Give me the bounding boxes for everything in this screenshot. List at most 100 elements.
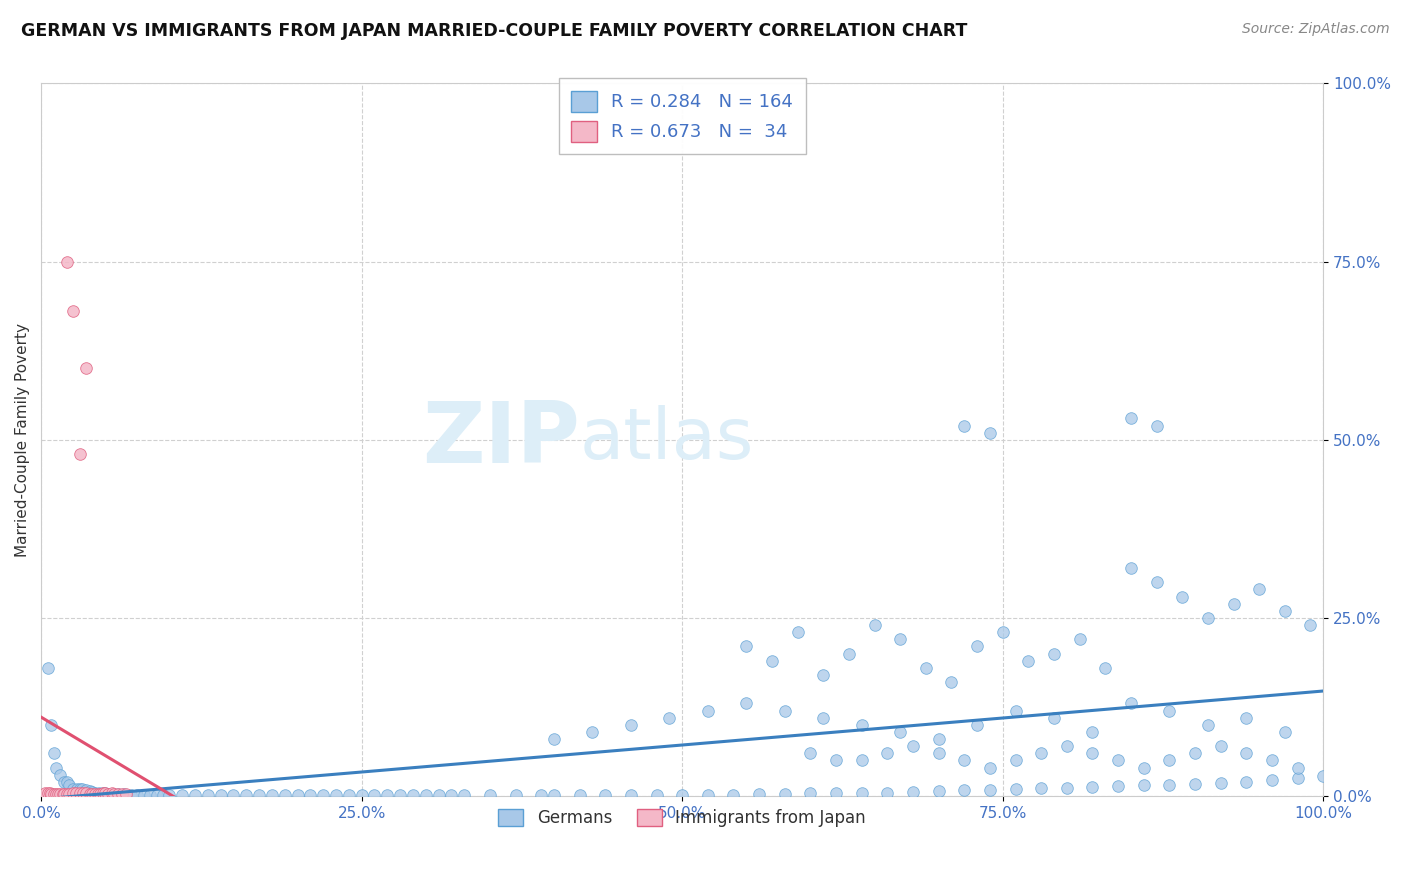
Point: [1081, 747, 1104, 761]
Point: [139, 788, 162, 802]
Point: [82, 787, 104, 801]
Point: [1004, 754, 1026, 768]
Point: [152, 788, 174, 802]
Point: [876, 785, 898, 799]
Point: [581, 725, 603, 739]
Point: [786, 625, 808, 640]
Point: [530, 788, 553, 802]
Point: [53, 787, 76, 801]
Text: atlas: atlas: [579, 405, 754, 475]
Point: [1146, 575, 1168, 590]
Point: [145, 788, 167, 802]
Point: [953, 418, 976, 433]
Point: [1249, 582, 1271, 597]
Point: [97, 787, 120, 801]
Point: [876, 747, 898, 761]
Point: [58, 787, 80, 801]
Point: [1017, 654, 1039, 668]
Point: [1031, 747, 1053, 761]
Point: [1222, 597, 1244, 611]
Point: [260, 788, 283, 802]
Text: ZIP: ZIP: [422, 398, 579, 482]
Point: [107, 787, 129, 801]
Point: [505, 788, 527, 802]
Point: [543, 788, 565, 802]
Point: [1043, 711, 1066, 725]
Point: [89, 787, 111, 801]
Point: [748, 787, 770, 801]
Point: [157, 788, 180, 802]
Point: [735, 640, 758, 654]
Point: [111, 787, 134, 801]
Point: [58, 778, 80, 792]
Point: [62, 786, 84, 800]
Point: [91, 786, 114, 800]
Point: [953, 754, 976, 768]
Point: [363, 788, 385, 802]
Point: [132, 788, 155, 802]
Point: [46, 787, 69, 801]
Point: [287, 788, 309, 802]
Point: [1094, 661, 1116, 675]
Point: [1184, 747, 1206, 761]
Point: [1261, 773, 1284, 788]
Point: [1234, 747, 1257, 761]
Point: [100, 787, 122, 801]
Point: [55, 774, 77, 789]
Point: [1107, 779, 1129, 793]
Point: [453, 788, 475, 802]
Point: [799, 747, 821, 761]
Point: [79, 787, 101, 801]
Point: [53, 774, 76, 789]
Point: [889, 725, 911, 739]
Point: [86, 787, 108, 801]
Point: [1171, 590, 1194, 604]
Point: [928, 747, 950, 761]
Point: [55, 254, 77, 268]
Point: [299, 788, 322, 802]
Point: [543, 732, 565, 747]
Point: [389, 788, 412, 802]
Point: [761, 654, 783, 668]
Point: [1312, 769, 1334, 783]
Point: [1234, 711, 1257, 725]
Point: [941, 675, 963, 690]
Point: [62, 781, 84, 796]
Point: [415, 788, 437, 802]
Point: [114, 787, 136, 801]
Point: [69, 447, 91, 461]
Point: [49, 768, 72, 782]
Point: [478, 788, 501, 802]
Point: [337, 788, 360, 802]
Point: [953, 783, 976, 797]
Point: [100, 786, 122, 800]
Point: [82, 785, 104, 799]
Point: [1274, 604, 1296, 618]
Point: [52, 787, 75, 801]
Point: [41, 718, 63, 732]
Point: [1261, 754, 1284, 768]
Point: [34, 785, 56, 799]
Point: [1159, 754, 1181, 768]
Point: [197, 788, 219, 802]
Point: [274, 788, 297, 802]
Point: [49, 787, 72, 801]
Point: [671, 788, 693, 802]
Point: [991, 625, 1014, 640]
Y-axis label: Married-Couple Family Poverty: Married-Couple Family Poverty: [15, 323, 30, 557]
Point: [1286, 761, 1309, 775]
Point: [66, 781, 89, 796]
Point: [65, 786, 87, 800]
Point: [1056, 780, 1078, 795]
Point: [928, 732, 950, 747]
Point: [42, 787, 65, 801]
Point: [568, 788, 591, 802]
Point: [91, 786, 114, 800]
Point: [658, 711, 681, 725]
Point: [928, 784, 950, 798]
Point: [593, 788, 616, 802]
Point: [979, 425, 1001, 440]
Point: [1119, 411, 1142, 425]
Point: [1132, 761, 1154, 775]
Point: [114, 787, 136, 801]
